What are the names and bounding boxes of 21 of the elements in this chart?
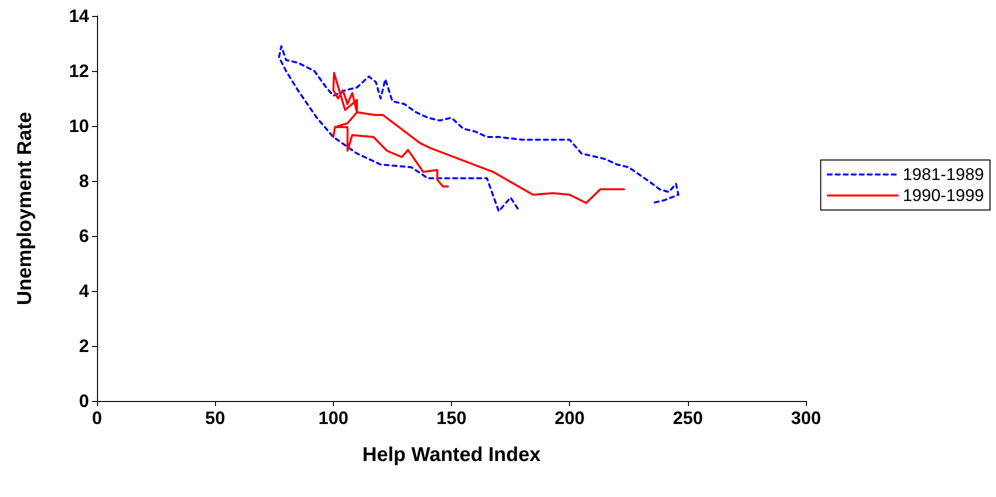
x-tick-label: 0 — [92, 408, 102, 428]
legend-label: 1990-1999 — [902, 186, 984, 205]
legend-label: 1981-1989 — [902, 165, 984, 184]
y-tick-label: 14 — [68, 6, 89, 26]
y-tick-label: 4 — [78, 281, 89, 301]
line-series — [332, 72, 626, 204]
x-axis-title: Help Wanted Index — [362, 444, 541, 466]
y-axis-title: Unemployment Rate — [14, 112, 36, 306]
x-tick-label: 150 — [436, 408, 467, 428]
y-tick-label: 6 — [78, 226, 89, 246]
y-tick-label: 10 — [68, 116, 89, 136]
x-tick-label: 250 — [672, 408, 703, 428]
x-tick-label: 300 — [790, 408, 822, 428]
y-tick-label: 12 — [68, 61, 89, 81]
x-tick-label: 200 — [554, 408, 585, 428]
line-series — [278, 45, 680, 212]
x-tick-label: 50 — [205, 408, 226, 428]
y-tick-label: 2 — [78, 336, 89, 356]
y-tick-label: 0 — [78, 391, 89, 411]
y-tick-label: 8 — [78, 171, 89, 191]
x-tick-label: 100 — [318, 408, 348, 428]
